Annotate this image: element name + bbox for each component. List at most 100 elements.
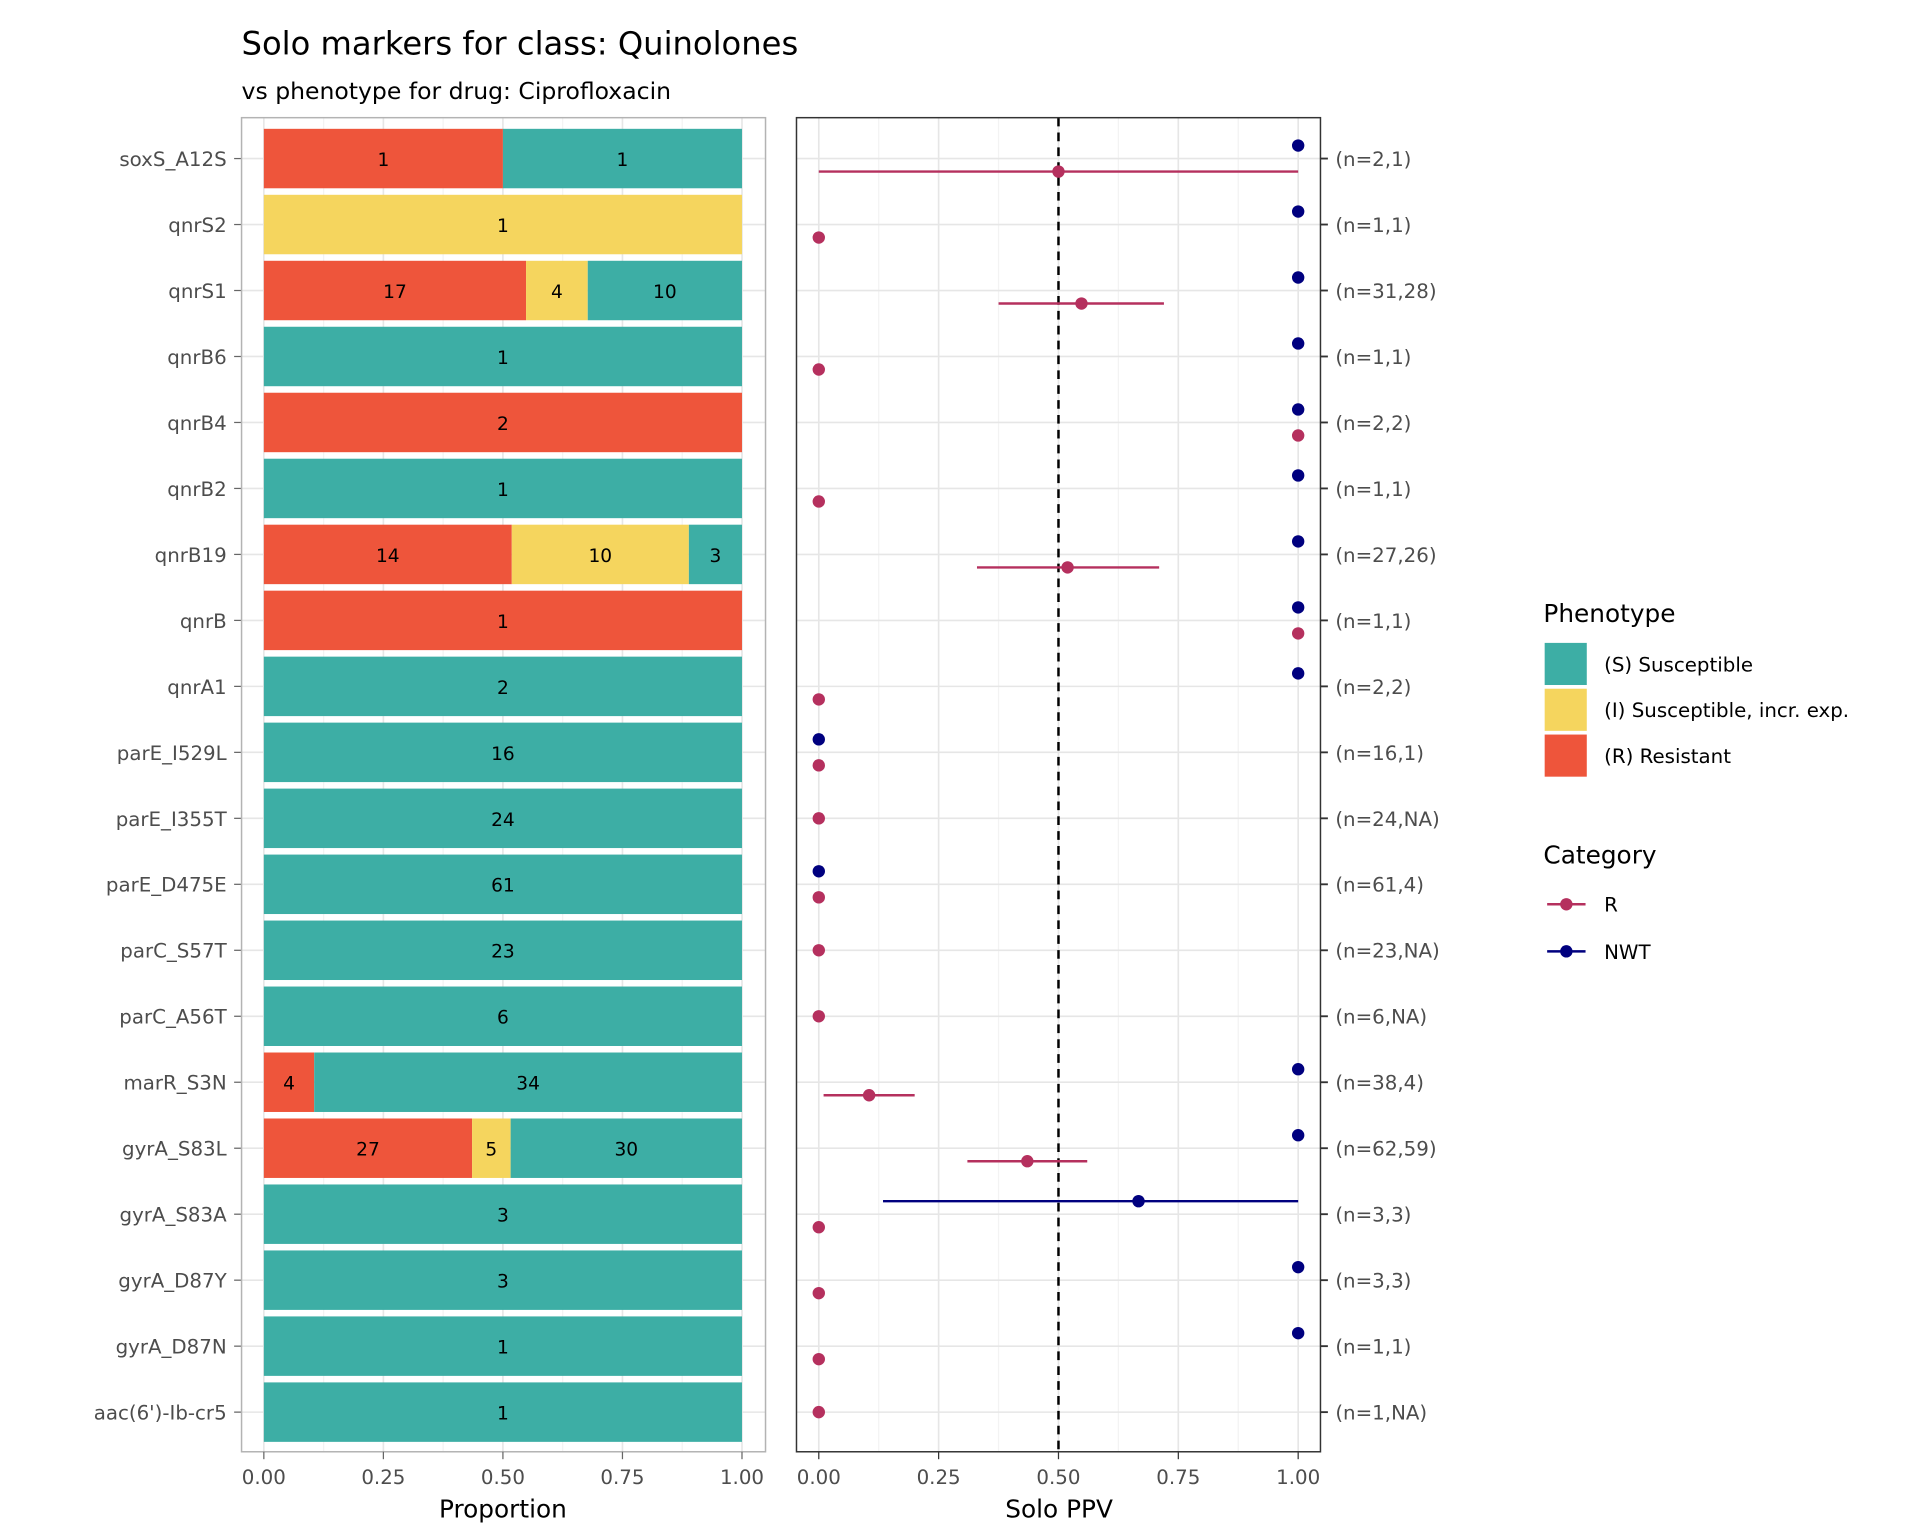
right-count-label: (n=1,1) [1335, 214, 1411, 237]
y-tick-label: gyrA_D87N [116, 1336, 227, 1359]
bar-label: 24 [491, 810, 515, 831]
bar-label: 10 [653, 282, 677, 303]
legend-label-phenotype: (R) Resistant [1604, 745, 1731, 768]
x-tick-label: 0.25 [917, 1466, 961, 1489]
ppv-panel: (n=2,1) (n=1,1) (n=31,28) (n=1,1) (n=2,2) (n=… [795, 116, 1440, 1489]
right-count-label: (n=2,2) [1335, 676, 1411, 699]
ppv-point-r [1052, 165, 1065, 178]
bar-segment [263, 194, 742, 255]
ppv-point-r [1075, 297, 1088, 310]
bar-label: 61 [491, 876, 515, 897]
y-tick-label: qnrB6 [167, 346, 226, 369]
bar-segment [263, 1316, 742, 1376]
ppv-point-r [812, 891, 825, 904]
bar-segment [263, 458, 742, 519]
right-count-label: (n=27,26) [1335, 544, 1436, 567]
bar-label: 27 [356, 1140, 380, 1161]
ppv-point-nwt [812, 733, 825, 746]
bar-label: 3 [497, 1272, 509, 1293]
legend-label-category: R [1604, 894, 1618, 917]
y-tick-label: marR_S3N [123, 1072, 226, 1095]
ppv-point-r [1061, 561, 1074, 574]
y-tick-label: parC_A56T [119, 1006, 227, 1029]
bar-segment [263, 656, 742, 717]
ppv-point-nwt [1291, 1326, 1305, 1340]
x-tick-label: 0.75 [600, 1466, 644, 1489]
bar-label: 2 [497, 414, 509, 435]
right-count-label: (n=1,1) [1335, 1336, 1411, 1359]
bar-segment [263, 326, 742, 387]
bar-segment [511, 524, 689, 585]
bar-label: 3 [710, 546, 722, 567]
ppv-point-r [1291, 627, 1305, 640]
bar-label: 30 [614, 1140, 638, 1161]
legend: Phenotype Category (S) Susceptible (I) Su… [1543, 599, 1849, 964]
bar-segment [688, 524, 742, 585]
bar-label: 1 [497, 480, 509, 501]
y-tick-label: parE_I355T [116, 808, 228, 831]
x-axis-label-proportion: Proportion [439, 1494, 567, 1523]
ppv-point-nwt [1132, 1194, 1145, 1208]
legend-key-phenotype [1544, 688, 1587, 731]
bar-segment [263, 1052, 315, 1112]
right-count-label: (n=2,1) [1335, 148, 1411, 171]
legend-key-point [1560, 945, 1573, 958]
x-tick-label: 0.50 [481, 1466, 525, 1489]
y-tick-label: qnrB4 [167, 412, 226, 435]
bar-label: 17 [383, 282, 407, 303]
bar-label: 1 [497, 1338, 509, 1359]
bar-segment [263, 128, 503, 189]
ppv-point-r [812, 1010, 825, 1023]
bar-segment [502, 128, 742, 189]
right-count-label: (n=1,NA) [1335, 1402, 1427, 1425]
ppv-point-r [812, 1221, 825, 1234]
bar-segment [263, 1184, 742, 1244]
y-tick-label: parC_S57T [120, 940, 227, 963]
x-tick-label: 1.00 [1276, 1466, 1320, 1489]
bar-segment [263, 854, 742, 915]
y-tick-label: qnrB2 [167, 478, 226, 501]
ppv-point-r [812, 759, 825, 772]
ppv-point-nwt [1291, 667, 1305, 680]
ppv-point-r [812, 1352, 825, 1366]
right-count-label: (n=38,4) [1335, 1072, 1424, 1095]
right-count-label: (n=1,1) [1335, 610, 1411, 633]
ppv-point-nwt [1291, 1260, 1305, 1274]
right-count-label: (n=23,NA) [1335, 940, 1439, 963]
bar-label: 23 [491, 942, 515, 963]
y-tick-label: gyrA_S83L [122, 1138, 227, 1161]
y-tick-label: qnrS2 [168, 214, 226, 237]
y-tick-label: qnrS1 [168, 280, 226, 303]
right-count-label: (n=62,59) [1335, 1138, 1436, 1161]
ppv-point-r [862, 1089, 876, 1102]
ppv-point-r [812, 363, 825, 376]
bar-label: 34 [516, 1074, 540, 1095]
right-count-label: (n=24,NA) [1335, 808, 1439, 831]
legend-title-phenotype: Phenotype [1543, 599, 1675, 628]
y-tick-label: qnrB [180, 610, 227, 633]
bar-segment [263, 920, 742, 981]
bar-label: 1 [497, 348, 509, 369]
right-count-label: (n=16,1) [1335, 742, 1424, 765]
bar-segment [587, 260, 742, 321]
ppv-point-r [812, 812, 825, 825]
x-tick-label: 0.00 [797, 1466, 841, 1489]
x-tick-label: 0.00 [242, 1466, 286, 1489]
bar-label: 1 [377, 150, 389, 171]
x-tick-label: 0.50 [1036, 1466, 1080, 1489]
legend-label-phenotype: (S) Susceptible [1604, 653, 1753, 676]
bar-label: 10 [588, 546, 612, 567]
chart-subtitle: vs phenotype for drug: Ciprofloxacin [242, 77, 671, 105]
ppv-point-r [812, 693, 825, 706]
y-tick-label: parE_D475E [106, 874, 227, 897]
bar-segment [526, 260, 588, 321]
bar-segment [510, 1118, 742, 1178]
ppv-point-r [812, 231, 825, 244]
right-count-label: (n=3,3) [1335, 1204, 1411, 1227]
bar-label: 1 [497, 1404, 509, 1425]
y-tick-label: gyrA_D87Y [118, 1270, 227, 1293]
ppv-point-nwt [1291, 403, 1305, 416]
right-count-label: (n=1,1) [1335, 478, 1411, 501]
